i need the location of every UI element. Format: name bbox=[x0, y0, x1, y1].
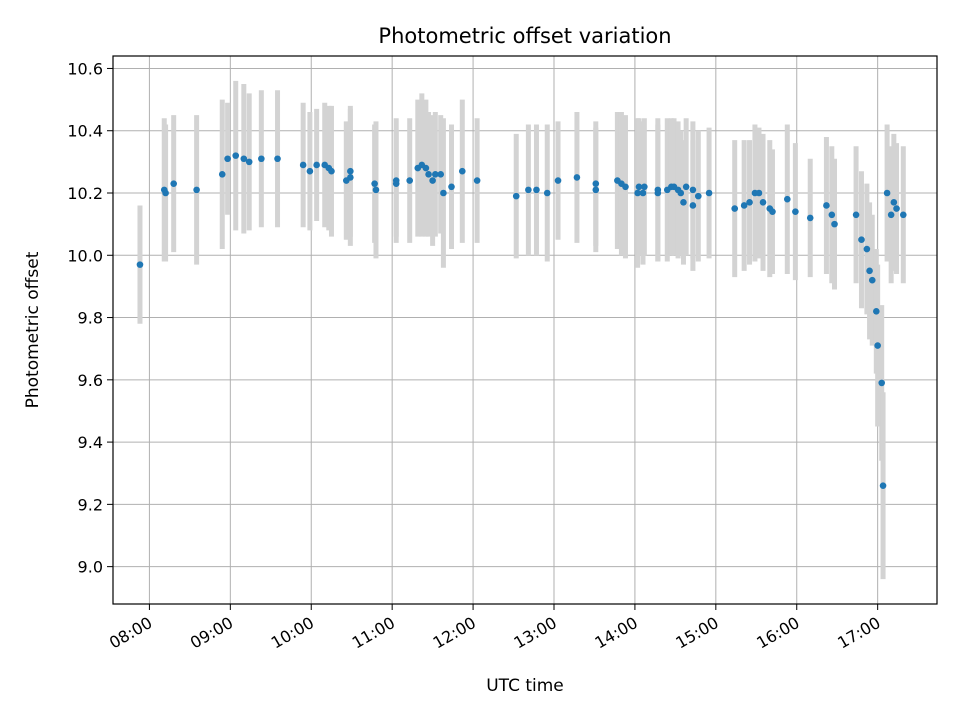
data-point bbox=[769, 208, 776, 215]
data-point bbox=[543, 189, 551, 197]
data-point bbox=[274, 155, 281, 163]
y-tick-label: 9.6 bbox=[78, 371, 103, 390]
data-point bbox=[193, 186, 200, 194]
data-point bbox=[573, 174, 581, 181]
data-point bbox=[170, 180, 177, 187]
data-point bbox=[866, 267, 873, 275]
data-point bbox=[828, 211, 836, 219]
data-point bbox=[328, 167, 335, 175]
data-point bbox=[347, 167, 354, 175]
data-point bbox=[863, 245, 871, 253]
data-point bbox=[639, 189, 647, 197]
data-point bbox=[899, 211, 907, 219]
data-point bbox=[682, 183, 690, 191]
data-point bbox=[677, 189, 685, 197]
data-point bbox=[306, 167, 314, 175]
data-point bbox=[512, 192, 520, 200]
data-point bbox=[641, 183, 648, 191]
data-point bbox=[371, 180, 378, 187]
data-point bbox=[858, 236, 865, 244]
data-point bbox=[245, 158, 253, 166]
data-point bbox=[868, 276, 876, 284]
data-point bbox=[554, 177, 562, 184]
data-point bbox=[740, 202, 748, 209]
y-axis-ticks: 9.0 9.2 9.4 9.6 9.8 10.0 10.2 10.4 10.6 bbox=[67, 59, 113, 577]
data-point bbox=[879, 482, 887, 489]
y-tick-label: 10.4 bbox=[67, 122, 103, 141]
data-point bbox=[806, 214, 814, 222]
data-point bbox=[473, 177, 481, 184]
data-point bbox=[852, 211, 860, 219]
data-point bbox=[372, 186, 380, 194]
y-tick-label: 9.8 bbox=[78, 309, 103, 328]
data-point bbox=[592, 186, 600, 194]
y-tick-label: 10.2 bbox=[67, 184, 103, 203]
data-point bbox=[458, 167, 466, 175]
data-point bbox=[533, 186, 540, 194]
data-point bbox=[218, 171, 226, 178]
data-point bbox=[878, 379, 886, 387]
data-point bbox=[313, 161, 320, 169]
y-axis-label: Photometric offset bbox=[23, 251, 43, 408]
data-point bbox=[299, 161, 307, 169]
data-point bbox=[347, 174, 354, 181]
y-tick-label: 9.0 bbox=[78, 558, 103, 577]
y-tick-label: 10.6 bbox=[67, 59, 103, 78]
data-points bbox=[136, 152, 907, 489]
data-point bbox=[448, 183, 455, 191]
x-axis-label: UTC time bbox=[486, 676, 564, 696]
data-point bbox=[592, 180, 600, 187]
data-point bbox=[258, 155, 265, 163]
data-point bbox=[654, 186, 662, 194]
data-point bbox=[440, 189, 447, 197]
data-point bbox=[680, 199, 687, 206]
data-point bbox=[432, 171, 439, 178]
grid bbox=[113, 56, 937, 604]
data-point bbox=[232, 152, 240, 159]
data-point bbox=[689, 186, 697, 194]
data-point bbox=[240, 155, 248, 163]
data-point bbox=[689, 202, 697, 209]
data-point bbox=[873, 308, 880, 315]
data-point bbox=[392, 180, 400, 187]
data-point bbox=[874, 342, 881, 349]
data-point bbox=[823, 202, 830, 209]
y-tick-label: 9.2 bbox=[78, 495, 103, 514]
data-point bbox=[831, 220, 838, 228]
data-point bbox=[429, 177, 436, 184]
data-point bbox=[705, 189, 713, 197]
data-point bbox=[635, 183, 643, 191]
data-point bbox=[792, 208, 799, 215]
data-point bbox=[406, 177, 413, 184]
data-point bbox=[437, 171, 445, 178]
data-point bbox=[694, 192, 702, 200]
data-point bbox=[755, 189, 763, 197]
data-point bbox=[622, 183, 629, 191]
plot-frame bbox=[112, 55, 938, 605]
data-point bbox=[759, 199, 767, 206]
y-tick-label: 10.0 bbox=[67, 246, 103, 265]
data-point bbox=[784, 195, 791, 203]
data-point bbox=[634, 189, 641, 197]
data-point bbox=[887, 211, 895, 219]
data-point bbox=[746, 199, 753, 206]
data-point bbox=[883, 189, 891, 197]
data-point bbox=[224, 155, 231, 163]
data-point bbox=[162, 189, 169, 197]
chart-title: Photometric offset variation bbox=[378, 24, 671, 48]
data-point bbox=[525, 186, 532, 194]
data-point bbox=[890, 199, 898, 206]
y-tick-label: 9.4 bbox=[78, 433, 103, 452]
data-point bbox=[422, 164, 430, 172]
data-point bbox=[136, 261, 144, 268]
data-point bbox=[893, 205, 900, 212]
data-point bbox=[425, 171, 432, 178]
data-point bbox=[731, 205, 739, 212]
